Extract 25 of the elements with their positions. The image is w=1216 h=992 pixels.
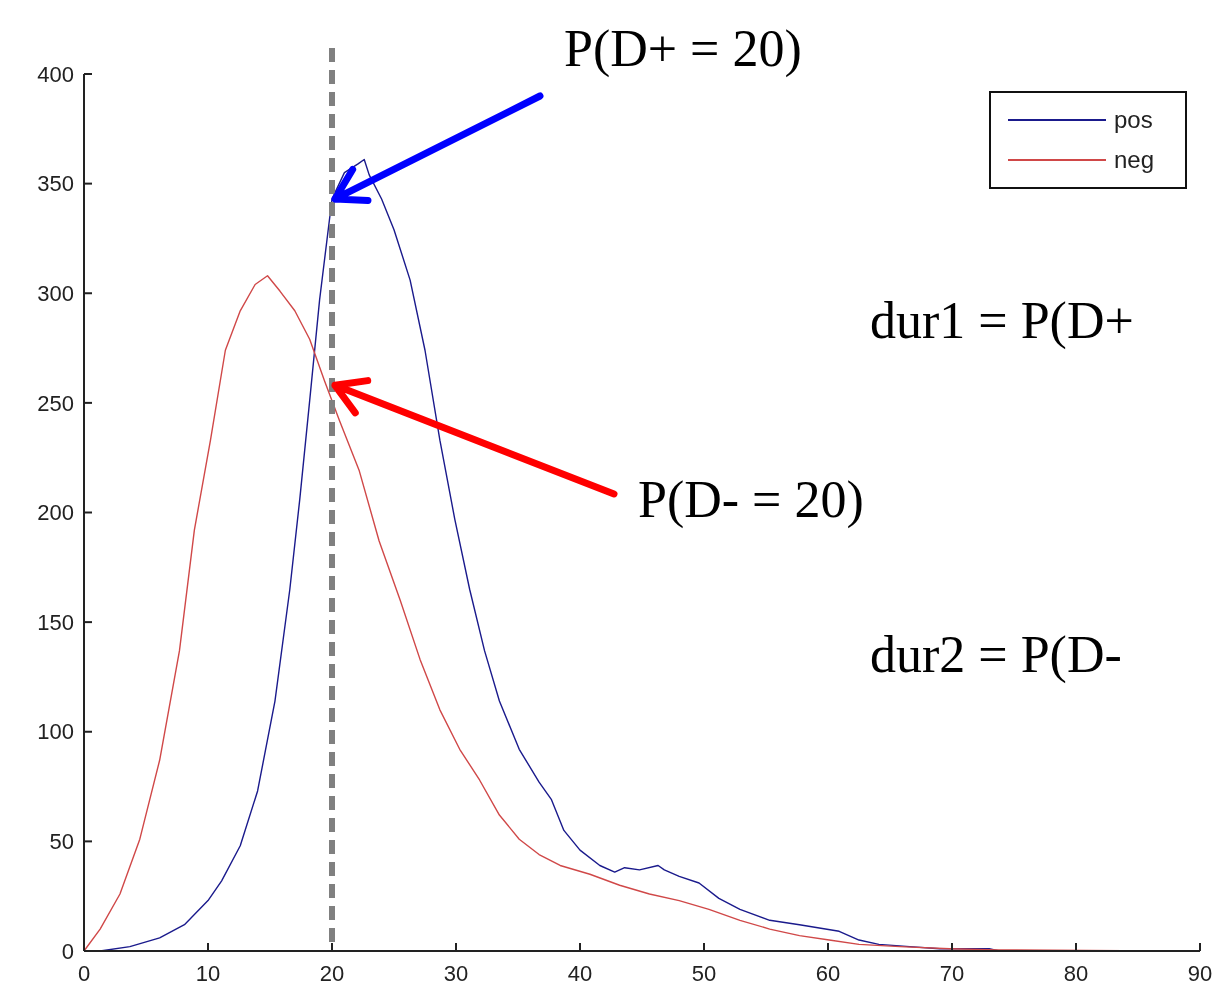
annotation: P(D- = 20) — [638, 471, 864, 530]
y-tick-label: 50 — [49, 829, 74, 855]
annotation: dur1 = P(D+ — [870, 292, 1134, 350]
y-tick-label: 300 — [37, 280, 74, 306]
x-tick-label: 90 — [1187, 961, 1213, 986]
annotation: P(D+ = 20) — [564, 19, 802, 78]
x-tick-label: 10 — [195, 961, 221, 986]
x-tick-label: 30 — [443, 961, 469, 986]
y-tick-label: 350 — [37, 171, 74, 197]
y-tick-label: 250 — [37, 390, 74, 416]
y-tick-label: 400 — [37, 61, 74, 87]
x-tick-label: 60 — [815, 961, 841, 986]
x-tick-label: 40 — [567, 961, 593, 986]
x-tick-label: 80 — [1063, 961, 1089, 986]
y-tick-label: 200 — [37, 500, 74, 526]
x-tick-label: 0 — [77, 961, 91, 986]
legend-label: neg — [1114, 146, 1155, 174]
y-tick-label: 0 — [61, 938, 74, 964]
y-tick-label: 150 — [37, 609, 74, 635]
y-tick-label: 100 — [37, 719, 74, 745]
legend-label: pos — [1114, 106, 1153, 134]
x-tick-label: 50 — [691, 961, 717, 986]
x-tick-label: 70 — [939, 961, 965, 986]
annotation: dur2 = P(D- — [870, 626, 1122, 684]
x-tick-label: 20 — [319, 961, 345, 986]
